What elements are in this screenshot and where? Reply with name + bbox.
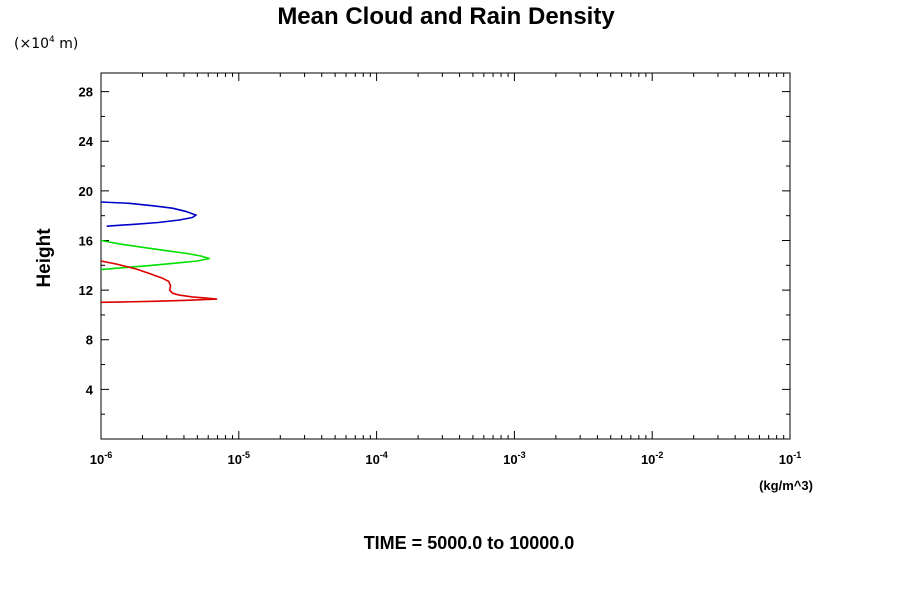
x-tick-exponent: -6: [104, 450, 112, 460]
x-tick-exponent: -2: [655, 450, 663, 460]
series-layer: [100, 201, 218, 304]
x-tick-label: 10-2: [641, 450, 663, 467]
y-scale-note: (×104 m): [14, 35, 78, 52]
x-tick-base: 10: [779, 452, 793, 467]
x-tick-base: 10: [90, 452, 104, 467]
series-line-2: [100, 239, 210, 271]
y-tick-labels: 4 8 12 16 20 24 28: [79, 85, 94, 398]
y-tick-label: 8: [86, 333, 93, 348]
x-tick-label: 10-3: [503, 450, 525, 467]
y-scale-prefix: (×10: [14, 36, 49, 52]
x-tick-base: 10: [503, 452, 517, 467]
y-tick-label: 4: [86, 382, 94, 397]
y-tick-label: 24: [79, 134, 94, 149]
series-line-1: [100, 201, 197, 227]
x-tick-label: 10-6: [90, 450, 112, 467]
x-tick-base: 10: [228, 452, 242, 467]
axis-ticks: [101, 73, 790, 439]
x-tick-exponent: -3: [518, 450, 526, 460]
x-tick-label: 10-4: [365, 450, 387, 467]
x-unit-label: (kg/m^3): [759, 478, 813, 493]
x-tick-base: 10: [365, 452, 379, 467]
x-tick-exponent: -1: [793, 450, 801, 460]
x-tick-exponent: -4: [380, 450, 388, 460]
time-range-label: TIME = 5000.0 to 10000.0: [364, 533, 575, 553]
y-tick-label: 20: [79, 184, 93, 199]
chart-title: Mean Cloud and Rain Density: [277, 3, 615, 30]
y-tick-label: 12: [79, 283, 93, 298]
y-scale-suffix: m): [55, 36, 79, 52]
x-tick-labels: 10-6 10-5 10-4 10-3 10-2 10-1: [90, 450, 801, 467]
x-tick-exponent: -5: [242, 450, 250, 460]
y-tick-label: 28: [79, 85, 93, 100]
x-tick-label: 10-5: [228, 450, 250, 467]
x-tick-label: 10-1: [779, 450, 801, 467]
plot-frame: [100, 72, 791, 440]
series-line-3: [100, 260, 218, 304]
y-tick-label: 16: [79, 233, 93, 248]
y-axis-label: Height: [34, 228, 55, 288]
y-scale-exponent: 4: [49, 35, 55, 45]
x-tick-base: 10: [641, 452, 655, 467]
